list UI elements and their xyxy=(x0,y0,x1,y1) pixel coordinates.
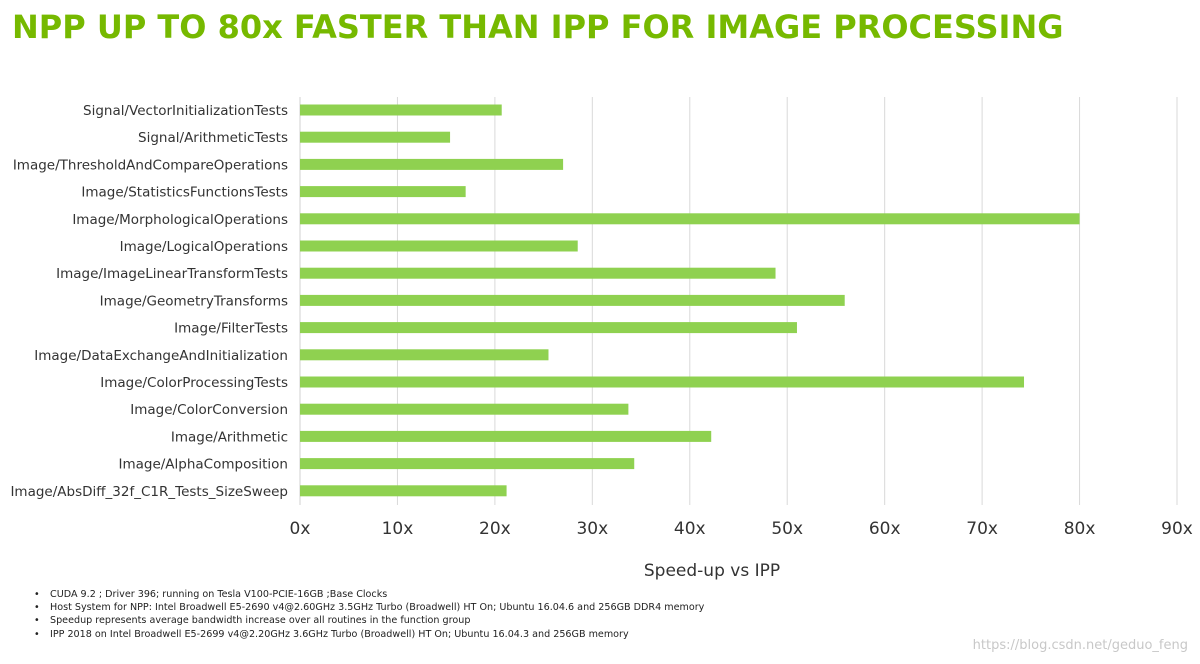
bar-chart: Signal/VectorInitializationTests Signal/A… xyxy=(10,97,1193,581)
bar xyxy=(300,158,564,170)
category-label: Image/ColorProcessingTests xyxy=(100,375,288,391)
bar xyxy=(300,349,549,361)
footnote: Speedup represents average bandwidth inc… xyxy=(34,614,704,627)
category-label: Image/ThresholdAndCompareOperations xyxy=(13,157,288,173)
category-label: Image/GeometryTransforms xyxy=(100,293,288,309)
bar xyxy=(300,104,502,116)
x-tick-labels: 0x 10x 20x 30x 40x 50x 60x 70x 80x 90x xyxy=(290,519,1193,539)
bar xyxy=(300,186,466,198)
bar xyxy=(300,294,845,306)
footnote: Host System for NPP: Intel Broadwell E5-… xyxy=(34,601,704,614)
chart-title: NPP UP TO 80x FASTER THAN IPP FOR IMAGE … xyxy=(12,8,1064,46)
bar xyxy=(300,485,507,497)
category-label: Signal/ArithmeticTests xyxy=(138,130,288,146)
bar xyxy=(300,131,451,143)
bar xyxy=(300,458,635,470)
footnotes: CUDA 9.2 ; Driver 396; running on Tesla … xyxy=(34,588,704,641)
category-label: Image/AlphaComposition xyxy=(118,457,288,473)
bar xyxy=(300,267,776,279)
category-label: Image/StatisticsFunctionsTests xyxy=(81,185,288,201)
bar xyxy=(300,240,578,252)
x-tick-label: 30x xyxy=(576,519,608,539)
x-tick-label: 60x xyxy=(869,519,901,539)
x-tick-label: 20x xyxy=(479,519,511,539)
category-label: Image/FilterTests xyxy=(174,321,288,337)
bar xyxy=(300,403,629,415)
x-tick-label: 40x xyxy=(674,519,706,539)
bar xyxy=(300,430,712,442)
category-label: Image/AbsDiff_32f_C1R_Tests_SizeSweep xyxy=(10,484,288,500)
category-label: Image/ImageLinearTransformTests xyxy=(56,266,288,282)
x-tick-label: 80x xyxy=(1064,519,1096,539)
category-label: Image/LogicalOperations xyxy=(120,239,288,255)
x-tick-label: 70x xyxy=(966,519,998,539)
x-tick-label: 10x xyxy=(382,519,414,539)
bar xyxy=(300,213,1080,225)
x-tick-label: 90x xyxy=(1161,519,1193,539)
watermark: https://blog.csdn.net/geduo_feng xyxy=(972,638,1188,653)
bar xyxy=(300,376,1025,388)
bars xyxy=(300,104,1080,497)
category-labels: Signal/VectorInitializationTests Signal/A… xyxy=(10,103,288,500)
x-tick-label: 0x xyxy=(290,519,311,539)
category-label: Image/ColorConversion xyxy=(130,402,288,418)
footnote: IPP 2018 on Intel Broadwell E5-2699 v4@2… xyxy=(34,628,704,641)
category-label: Signal/VectorInitializationTests xyxy=(83,103,288,119)
x-tick-label: 50x xyxy=(771,519,803,539)
category-label: Image/Arithmetic xyxy=(171,429,288,445)
footnote: CUDA 9.2 ; Driver 396; running on Tesla … xyxy=(34,588,704,601)
category-label: Image/DataExchangeAndInitialization xyxy=(34,348,288,364)
bar xyxy=(300,322,797,334)
x-axis-title: Speed-up vs IPP xyxy=(644,561,780,581)
category-label: Image/MorphologicalOperations xyxy=(72,212,288,228)
